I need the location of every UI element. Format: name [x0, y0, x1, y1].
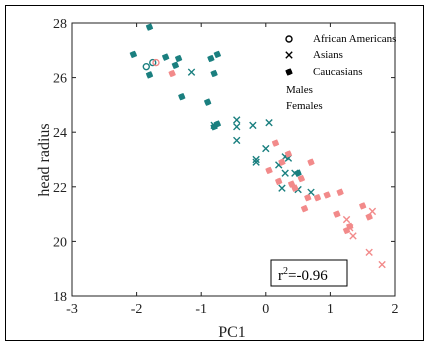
data-point — [291, 184, 299, 192]
data-point — [213, 50, 222, 59]
data-point — [174, 54, 183, 63]
data-point — [213, 120, 222, 128]
annotation-prefix: r — [278, 268, 283, 284]
data-point — [297, 174, 306, 183]
annotation-superscript: 2 — [283, 266, 288, 277]
data-point — [145, 23, 154, 31]
x-tick-label: 2 — [392, 302, 399, 317]
data-point — [207, 54, 215, 63]
y-axis-label: head radius — [36, 123, 53, 196]
data-point — [233, 116, 241, 124]
x-tick-label: -2 — [131, 302, 143, 317]
plot-area — [71, 22, 396, 297]
data-point — [278, 184, 286, 192]
svg-text:r2=-0.96: r2=-0.96 — [278, 266, 328, 284]
legend-label-0: African Americans — [313, 33, 396, 45]
y-tick-label: 26 — [53, 72, 67, 87]
data-points — [129, 23, 386, 269]
data-point — [275, 177, 283, 186]
data-point — [252, 155, 260, 164]
data-point — [249, 121, 257, 130]
data-point — [323, 191, 331, 199]
data-point — [365, 248, 373, 257]
x-tick-label: -1 — [195, 302, 207, 317]
data-point — [187, 68, 196, 76]
data-point — [161, 53, 170, 61]
data-point — [271, 139, 280, 147]
x-tick-label: 0 — [262, 302, 269, 317]
legend-marker-1 — [285, 51, 293, 59]
data-point — [152, 58, 160, 67]
data-point — [278, 158, 286, 166]
data-point — [171, 61, 180, 69]
legend-label-1: Asians — [313, 49, 343, 61]
y-tick-label: 20 — [53, 235, 67, 250]
data-point — [313, 194, 322, 202]
legend-marker-2 — [285, 68, 293, 76]
data-point — [294, 169, 302, 177]
data-point — [203, 98, 212, 106]
data-point — [178, 93, 186, 101]
legend: African Americans Asians Caucasians Male… — [285, 33, 396, 112]
r-squared-annotation: r2=-0.96 — [270, 259, 348, 287]
axes: -3 -2 -1 0 1 2 18 20 22 24 26 28 — [53, 17, 399, 317]
data-point — [342, 215, 351, 224]
data-point — [300, 204, 309, 213]
data-point — [233, 136, 241, 145]
y-tick-label: 22 — [53, 181, 67, 196]
data-point — [346, 222, 354, 231]
data-point — [333, 210, 341, 218]
data-point — [149, 58, 157, 67]
data-point — [142, 62, 150, 71]
data-point — [349, 232, 357, 240]
data-point — [265, 118, 273, 127]
data-point — [307, 158, 315, 166]
data-point — [262, 144, 270, 153]
data-point — [233, 123, 241, 131]
data-point — [378, 260, 386, 269]
y-tick-label: 24 — [53, 126, 67, 141]
x-axis-label: PC1 — [218, 324, 246, 341]
data-point — [281, 169, 289, 177]
data-point — [359, 202, 367, 210]
data-point — [336, 188, 344, 196]
data-point — [168, 69, 176, 78]
annotation-box — [270, 259, 348, 287]
data-point — [265, 166, 273, 175]
x-tick-label: -3 — [66, 302, 78, 317]
legend-females: Females — [286, 100, 323, 112]
legend-marker-0 — [285, 35, 293, 43]
x-tick-label: 1 — [327, 302, 334, 317]
data-point — [365, 213, 373, 221]
data-point — [304, 194, 312, 202]
data-point — [129, 50, 138, 59]
y-tick-label: 18 — [53, 290, 67, 305]
data-point — [145, 71, 154, 79]
data-point — [284, 150, 293, 158]
y-tick-label: 28 — [53, 17, 67, 32]
legend-label-2: Caucasians — [313, 66, 362, 78]
legend-males: Males — [286, 84, 313, 96]
annotation-value: =-0.96 — [288, 268, 328, 284]
data-point — [210, 69, 218, 78]
data-point — [252, 158, 260, 166]
